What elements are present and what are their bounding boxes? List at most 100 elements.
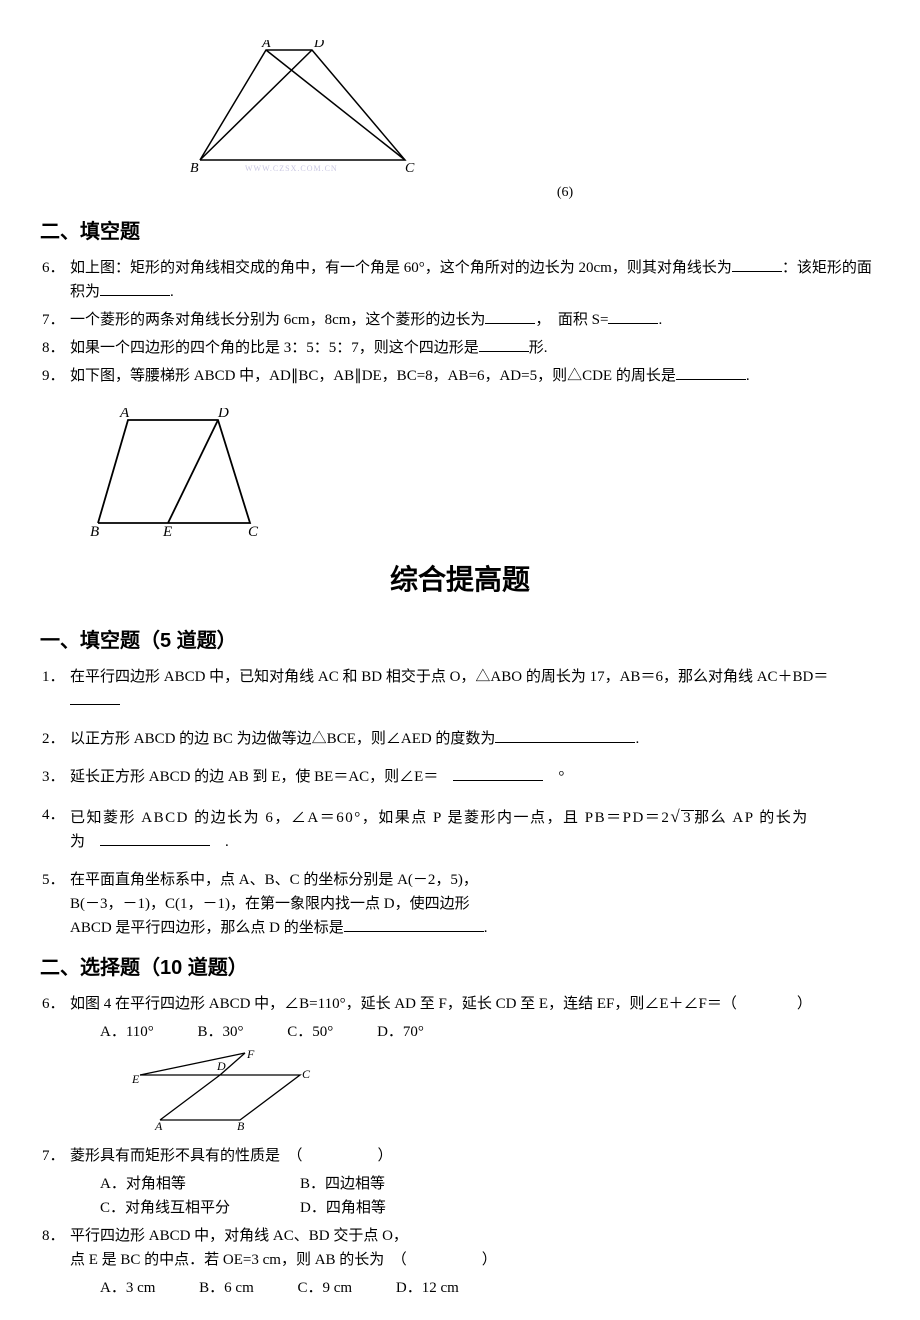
- cq5-line3a: ABCD 是平行四边形，那么点 D 的坐标是: [70, 920, 344, 936]
- cq7-opt-b: B．四边相等: [300, 1176, 385, 1192]
- fig1-label-B: B: [190, 161, 199, 176]
- q6-blank-2: [100, 281, 170, 296]
- figure-3: A B C D E F: [130, 1050, 880, 1130]
- cq8-num: 8．: [42, 1224, 70, 1272]
- cq4-text-b: 那么 AP 的长为: [694, 810, 809, 826]
- cq5-blank: [344, 917, 484, 932]
- cq1-blank: [70, 690, 120, 705]
- fig3-label-A: A: [154, 1119, 163, 1130]
- fig3-label-D: D: [216, 1059, 226, 1073]
- cq4-text-a: 已知菱形 ABCD 的边长为 6，∠A＝60°，如果点 P 是菱形内一点，且 P…: [70, 810, 670, 826]
- cq6-opt-c: C．50°: [287, 1020, 333, 1044]
- fig1-label-A: A: [261, 40, 271, 51]
- cq3-text-b: °: [558, 769, 564, 785]
- question-6: 6． 如上图：矩形的对角线相交成的角中，有一个角是 60°，这个角所对的边长为 …: [40, 256, 880, 304]
- q8-text-a: 如果一个四边形的四个角的比是 3：5：5：7，则这个四边形是: [70, 340, 479, 356]
- fig3-label-C: C: [302, 1067, 311, 1081]
- cq8-opt-b: B．6 cm: [199, 1276, 254, 1300]
- fig1-label-C: C: [405, 161, 415, 176]
- cq5-line3b: .: [484, 920, 488, 936]
- q7-text-a: 一个菱形的两条对角线长分别为 6cm，8cm，这个菱形的边长为: [70, 312, 485, 328]
- cq8-line2: 点 E 是 BC 的中点．若 OE=3 cm，则 AB 的长为 （ ）: [70, 1248, 880, 1272]
- q6-text-a: 如上图：矩形的对角线相交成的角中，有一个角是 60°，这个角所对的边长为 20c…: [70, 260, 732, 276]
- c-question-8: 8． 平行四边形 ABCD 中，对角线 AC、BD 交于点 O， 点 E 是 B…: [40, 1224, 880, 1272]
- cq7-options: A．对角相等B．四边相等 C．对角线互相平分D．四角相等: [100, 1172, 880, 1220]
- cq6-options: A．110° B．30° C．50° D．70°: [100, 1020, 880, 1044]
- cq3-blank: [453, 766, 543, 781]
- cq4-sqrt: 3: [681, 810, 694, 826]
- fig3-label-F: F: [246, 1050, 255, 1061]
- cq7-text: 菱形具有而矩形不具有的性质是 （ ）: [70, 1148, 393, 1164]
- cq6-num: 6．: [42, 992, 70, 1016]
- c-question-4: 4． 已知菱形 ABCD 的边长为 6，∠A＝60°，如果点 P 是菱形内一点，…: [40, 803, 880, 854]
- cq8-line1: 平行四边形 ABCD 中，对角线 AC、BD 交于点 O，: [70, 1224, 880, 1248]
- cq6-opt-b: B．30°: [198, 1020, 244, 1044]
- cq7-opt-d: D．四角相等: [300, 1200, 386, 1216]
- c-question-3: 3． 延长正方形 ABCD 的边 AB 到 E，使 BE＝AC，则∠E＝ °: [40, 765, 880, 789]
- q7-text-b: ， 面积 S=: [535, 312, 608, 328]
- cq5-line1: 在平面直角坐标系中，点 A、B、C 的坐标分别是 A(－2，5)，: [70, 868, 880, 892]
- fig2-label-C: C: [248, 524, 259, 538]
- cq2-num: 2．: [42, 727, 70, 751]
- c-question-5: 5． 在平面直角坐标系中，点 A、B、C 的坐标分别是 A(－2，5)， B(－…: [40, 868, 880, 940]
- cq4-text-c: .: [225, 834, 229, 850]
- cq4-num: 4．: [42, 803, 70, 854]
- question-7: 7． 一个菱形的两条对角线长分别为 6cm，8cm，这个菱形的边长为 ， 面积 S…: [40, 308, 880, 332]
- q9-text-a: 如下图，等腰梯形 ABCD 中，AD∥BC，AB∥DE，BC=8，AB=6，AD…: [70, 368, 676, 384]
- figure-3-svg: A B C D E F: [130, 1050, 320, 1130]
- fig2-label-A: A: [119, 408, 130, 421]
- cq2-blank: [495, 728, 635, 743]
- cq4-blank: [100, 831, 210, 846]
- center-title: 综合提高题: [40, 558, 880, 603]
- c-question-7: 7． 菱形具有而矩形不具有的性质是 （ ）: [40, 1144, 880, 1168]
- cq8-options: A．3 cm B．6 cm C．9 cm D．12 cm: [100, 1276, 880, 1300]
- c-question-2: 2． 以正方形 ABCD 的边 BC 为边做等边△BCE，则∠AED 的度数为.: [40, 727, 880, 751]
- q7-text-c: .: [658, 312, 662, 328]
- section-fill-title: 二、填空题: [40, 216, 880, 248]
- cq1-text: 在平行四边形 ABCD 中，已知对角线 AC 和 BD 相交于点 O，△ABO …: [70, 669, 828, 685]
- cq6-opt-a: A．110°: [100, 1020, 154, 1044]
- figure-1-svg: A D B C WWW.CZSX.COM.CN: [190, 40, 420, 180]
- figure-1: A D B C WWW.CZSX.COM.CN (6): [190, 40, 880, 204]
- cq5-line2: B(－3，－1)，C(1，－1)，在第一象限内找一点 D，使四边形: [70, 892, 880, 916]
- fig3-label-E: E: [131, 1072, 140, 1086]
- q8-text-b: 形.: [529, 340, 548, 356]
- cq3-text-a: 延长正方形 ABCD 的边 AB 到 E，使 BE＝AC，则∠E＝: [70, 769, 438, 785]
- figure-2-svg: A D B E C: [90, 408, 260, 538]
- q9-num: 9．: [42, 364, 70, 388]
- q7-blank-2: [608, 309, 658, 324]
- cq6-opt-d: D．70°: [377, 1020, 424, 1044]
- section-choice-title: 二、选择题（10 道题）: [40, 952, 880, 984]
- cq7-opt-c: C．对角线互相平分: [100, 1196, 300, 1220]
- question-9: 9． 如下图，等腰梯形 ABCD 中，AD∥BC，AB∥DE，BC=8，AB=6…: [40, 364, 880, 388]
- q6-text-c: .: [170, 284, 174, 300]
- fig2-label-D: D: [217, 408, 229, 421]
- q8-blank: [479, 337, 529, 352]
- cq8-opt-d: D．12 cm: [396, 1276, 459, 1300]
- c-question-6: 6． 如图 4 在平行四边形 ABCD 中，∠B=110°，延长 AD 至 F，…: [40, 992, 880, 1016]
- fig2-label-B: B: [90, 524, 99, 538]
- cq6-text: 如图 4 在平行四边形 ABCD 中，∠B=110°，延长 AD 至 F，延长 …: [70, 996, 812, 1012]
- fig1-label-D: D: [313, 40, 324, 51]
- fig3-label-B: B: [237, 1119, 245, 1130]
- fig1-watermark: WWW.CZSX.COM.CN: [245, 164, 338, 173]
- q9-text-b: .: [746, 368, 750, 384]
- cq8-opt-c: C．9 cm: [298, 1276, 353, 1300]
- q7-blank-1: [485, 309, 535, 324]
- cq5-num: 5．: [42, 868, 70, 940]
- q9-blank: [676, 365, 746, 380]
- q6-num: 6．: [42, 256, 70, 304]
- cq7-opt-a: A．对角相等: [100, 1172, 300, 1196]
- q7-num: 7．: [42, 308, 70, 332]
- figure-2: A D B E C: [90, 408, 880, 538]
- cq2-text-b: .: [635, 731, 639, 747]
- c-question-1: 1． 在平行四边形 ABCD 中，已知对角线 AC 和 BD 相交于点 O，△A…: [40, 665, 880, 713]
- cq7-num: 7．: [42, 1144, 70, 1168]
- cq1-num: 1．: [42, 665, 70, 713]
- q6-blank-1: [732, 257, 782, 272]
- cq8-opt-a: A．3 cm: [100, 1276, 155, 1300]
- fig2-label-E: E: [162, 524, 172, 538]
- cq3-num: 3．: [42, 765, 70, 789]
- section-fill2-title: 一、填空题（5 道题）: [40, 625, 880, 657]
- question-8: 8． 如果一个四边形的四个角的比是 3：5：5：7，则这个四边形是形.: [40, 336, 880, 360]
